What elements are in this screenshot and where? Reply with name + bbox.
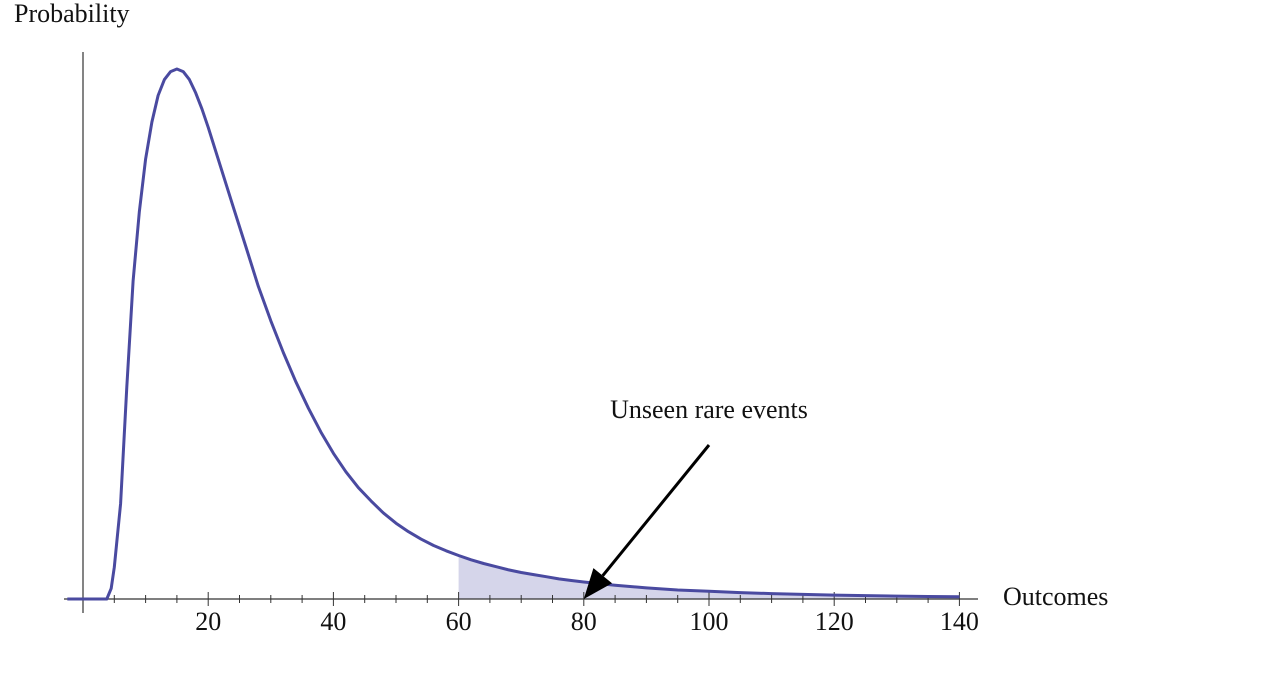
x-tick-label: 120 [815,607,854,636]
x-axis-label: Outcomes [1003,582,1108,611]
x-tick-label: 60 [446,607,472,636]
density-curve [67,67,960,601]
y-axis-label: Probability [14,0,130,28]
x-tick-label: 20 [195,607,221,636]
x-tick-label: 100 [690,607,729,636]
annotation-label: Unseen rare events [610,395,808,424]
shaded-tail-area [458,555,960,599]
x-tick-label: 80 [571,607,597,636]
annotation-arrow-shaft [601,444,711,577]
x-tick-label: 40 [320,607,346,636]
annotation-arrow-head [583,568,613,599]
x-tick-label: 140 [940,607,979,636]
